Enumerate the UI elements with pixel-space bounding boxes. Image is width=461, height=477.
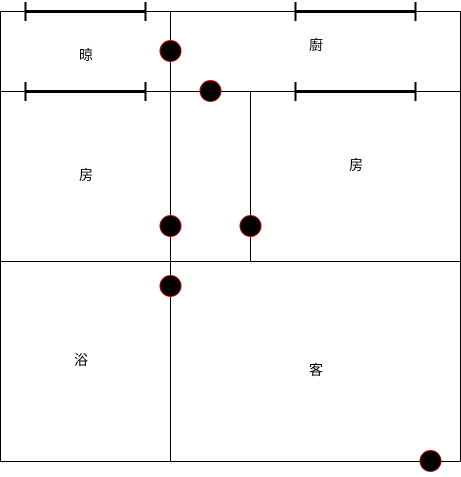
marker-dot — [159, 215, 182, 237]
room-label-fang-right: 房 — [349, 158, 363, 174]
room-label-liang: 晾 — [79, 48, 93, 64]
room-label-ke: 客 — [309, 362, 323, 379]
dimension-bar-mid-left — [24, 82, 147, 101]
marker-dot — [239, 215, 262, 237]
markers — [159, 40, 442, 472]
room-label-yu: 浴 — [74, 353, 88, 369]
marker-dot — [159, 275, 182, 297]
dimension-bar-top-right — [294, 2, 417, 21]
dimension-bars — [24, 2, 417, 101]
marker-dot — [419, 450, 442, 472]
marker-dot — [159, 40, 182, 62]
room-label-fang-left: 房 — [79, 168, 93, 184]
room-label-chu: 廚 — [309, 37, 323, 54]
dimension-bar-top-left — [24, 2, 147, 21]
dimension-bar-mid-right — [294, 82, 417, 101]
walls — [0, 11, 461, 462]
marker-dot — [199, 80, 222, 102]
